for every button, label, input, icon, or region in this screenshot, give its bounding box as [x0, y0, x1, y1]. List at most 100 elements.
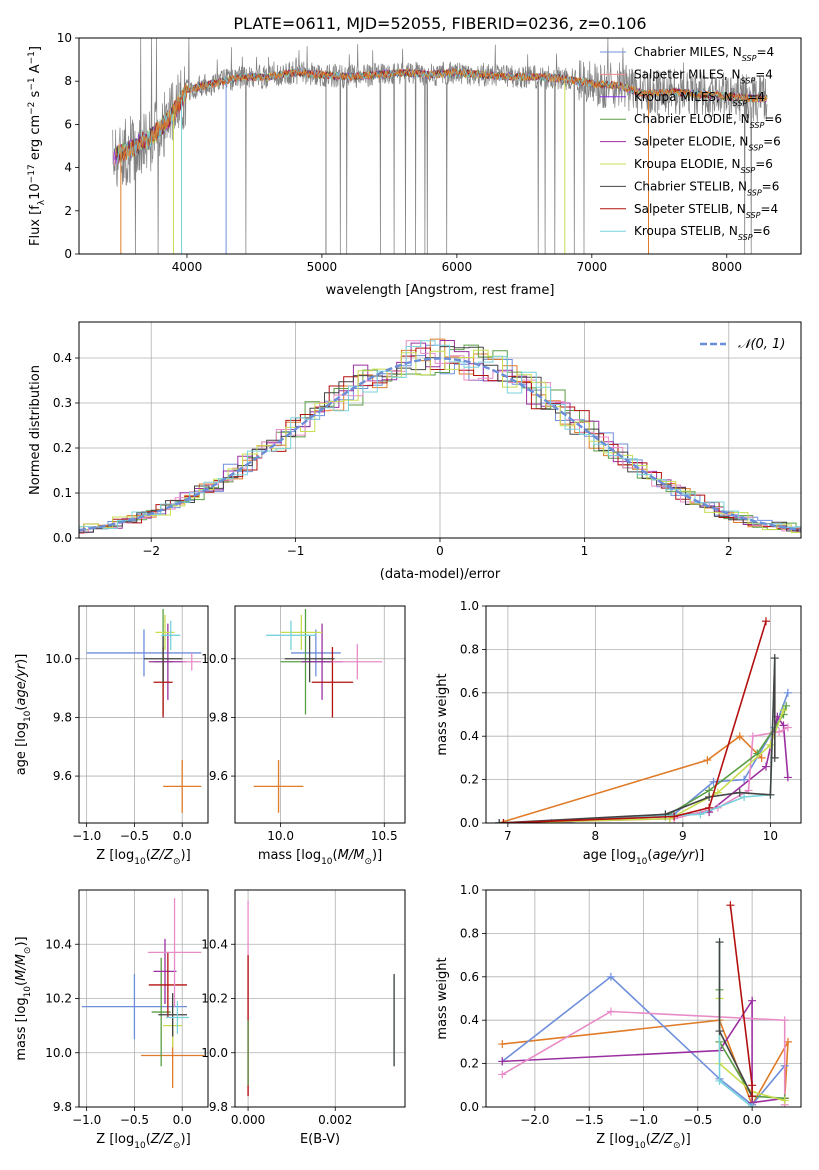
label-part: Z/ [650, 1132, 666, 1147]
x-tick-label: −1 [287, 544, 305, 558]
age_vs_mass-frame [234, 605, 406, 824]
mass_weight_vs_Z-axis-labels: Z [log10(Z/Z⊙)] mass weight [435, 957, 691, 1151]
mass_weight_vs_Z-frame [485, 889, 802, 1108]
legend-label: Kroupa MILES, NSSP=4 [634, 90, 765, 108]
mass_weight_vs_age-series [495, 617, 792, 823]
weight-marker [782, 701, 791, 710]
y-tick-label: 10.0 [45, 1046, 72, 1060]
label-part: M/ [338, 848, 355, 863]
label-part: s [28, 90, 43, 101]
label-part: ( [14, 706, 29, 711]
weight-marker [705, 803, 714, 812]
error-point [280, 614, 323, 650]
label-part: 10 [636, 857, 648, 867]
legend-subscript: SSP [738, 233, 753, 242]
x-tick-label: 1 [581, 544, 589, 558]
x-axis-label: mass [log10(M/M⊙)] [258, 848, 382, 867]
label-part: log [114, 848, 134, 863]
legend-subscript: SSP [742, 54, 757, 63]
x-tick-label: 2 [725, 544, 733, 558]
weight-series-line [718, 942, 753, 1097]
label-part: 10 [23, 710, 33, 722]
weight-marker [783, 773, 792, 782]
y-axis-label: mass [log10(M/M⊙)] [14, 936, 33, 1060]
label-part: ⊙ [673, 1141, 681, 1151]
weight-marker [670, 812, 679, 821]
label-part: age [ [583, 848, 616, 863]
x-tick-label: −2 [142, 544, 160, 558]
x-tick-label: 0.000 [231, 1113, 265, 1127]
label-part: age/yr [14, 662, 29, 705]
label-part: ⊙ [173, 857, 181, 867]
label-part: log [616, 848, 636, 863]
error-point [165, 1001, 189, 1034]
mass_vs_Z-points [81, 898, 205, 1089]
label-part: ] [377, 848, 382, 863]
legend-text: Salpeter ELODIE, N [634, 135, 748, 149]
y-tick-label: 0.6 [460, 970, 479, 984]
label-part: ( [646, 1132, 651, 1147]
weight-marker [762, 762, 770, 771]
error-point [86, 629, 202, 677]
y-tick-label: 10.4 [201, 937, 228, 951]
label-part: Z [ [96, 1132, 114, 1147]
weight-marker [757, 753, 766, 762]
error-point [158, 993, 187, 1037]
legend-label: Salpeter MILES, NSSP=4 [634, 67, 773, 85]
legend-suffix: =4 [755, 67, 773, 81]
age_vs_mass-points [253, 608, 383, 813]
y-tick-label: 0.2 [53, 441, 72, 455]
age_vs_mass-axes: 10.0 10.5 9.6 9.8 10.0 [201, 606, 405, 843]
x-tick-label: 7000 [577, 260, 608, 274]
y-tick-label: 9.6 [209, 769, 228, 783]
weight-marker [780, 1016, 789, 1025]
legend-label: Salpeter STELIB, NSSP=4 [634, 202, 778, 220]
legend-text: Chabrier STELIB, N [634, 179, 747, 193]
y-tick-label: 8 [64, 74, 72, 88]
weight-marker [748, 1103, 757, 1107]
label-part: mass [ [258, 848, 301, 863]
label-part: Z [ [596, 1132, 614, 1147]
y-tick-label: 2 [64, 204, 72, 218]
weight-marker [770, 753, 779, 762]
label-part: log [114, 1132, 134, 1147]
legend-text: Kroupa ELODIE, N [634, 157, 741, 171]
x-tick-label: 10.5 [371, 829, 398, 843]
label-part: M [14, 954, 29, 965]
weight-marker [766, 740, 775, 749]
x-tick-label: 6000 [442, 260, 473, 274]
label-part: mass [ [14, 1017, 29, 1060]
x-tick-label: −1.0 [72, 1113, 101, 1127]
weight-marker [748, 732, 757, 741]
weight-series-line [503, 714, 789, 823]
spectrum-frame [78, 37, 802, 255]
legend-label: Salpeter ELODIE, NSSP=6 [634, 135, 781, 153]
legend-suffix: =6 [753, 224, 771, 238]
x-tick-label: 10 [763, 829, 778, 843]
label-part: ] [14, 654, 29, 659]
label-part: Z/ [150, 1132, 166, 1147]
figure-title: PLATE=0611, MJD=52055, FIBERID=0236, z=0… [233, 14, 646, 33]
legend-suffix: =4 [756, 45, 774, 59]
mass_weight_vs_age-axes: 7 8 9 10 0.0 0.2 0.4 0.6 0.8 1.0 [460, 599, 801, 843]
label-part: −17 [27, 164, 37, 183]
age_vs_Z-axis-labels: Z [log10(Z/Z⊙)]age [log10(age/yr)] [14, 654, 191, 867]
label-part: ) [181, 848, 186, 863]
legend-label: Chabrier MILES, NSSP=4 [634, 45, 774, 63]
label-part: A [28, 64, 43, 77]
y-tick-label: 0.0 [53, 531, 72, 545]
label-part: ) [14, 941, 29, 946]
x-tick-label: 9 [679, 829, 687, 843]
error-point [332, 644, 383, 680]
label-part: 10 [321, 857, 333, 867]
mass_vs_ebv-axis-labels: E(B-V) [300, 1132, 340, 1147]
spectrum-legend: Chabrier MILES, NSSP=4 Salpeter MILES, NS… [600, 45, 782, 242]
error-point [311, 647, 354, 718]
error-point [253, 759, 304, 813]
y-axis-label: mass weight [435, 957, 450, 1039]
weight-marker [735, 788, 744, 797]
y-axis-label: Flux [fλ10−17 erg cm−2 s−1 A−1] [27, 46, 47, 246]
weight-marker [696, 810, 705, 819]
label-part: ⊙ [23, 947, 33, 955]
error-point [266, 620, 316, 650]
